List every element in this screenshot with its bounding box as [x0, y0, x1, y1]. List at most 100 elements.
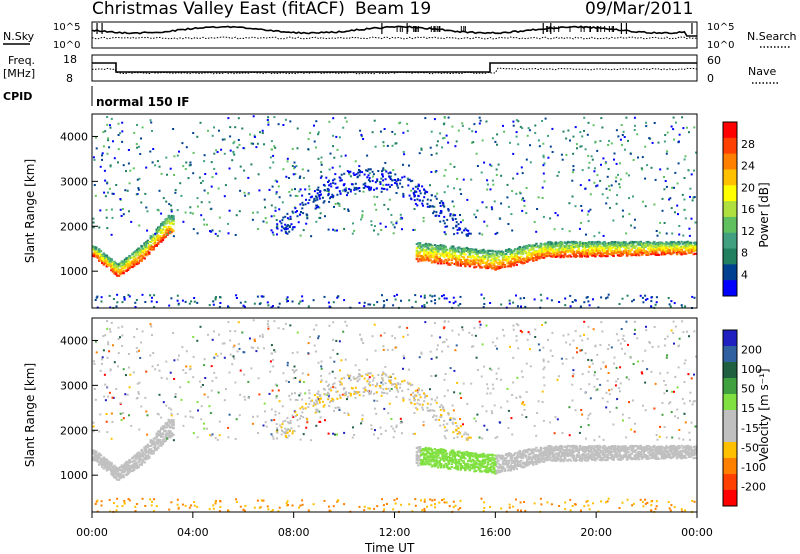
- scatter-cell: [146, 210, 149, 213]
- scatter-cell: [140, 244, 143, 247]
- scatter-cell: [569, 139, 571, 142]
- scatter-cell: [560, 248, 564, 251]
- scatter-cell: [442, 204, 445, 207]
- scatter-cell: [270, 229, 273, 232]
- scatter-cell: [149, 244, 152, 247]
- scatter-cell: [606, 250, 609, 253]
- scatter-cell: [158, 227, 162, 230]
- scatter-cell: [434, 299, 436, 302]
- scatter-cell: [296, 147, 299, 150]
- scatter-cell: [386, 144, 389, 147]
- scatter-cell: [526, 245, 529, 248]
- scatter-cell: [486, 456, 490, 459]
- scatter-cell: [140, 455, 143, 458]
- scatter-cell: [456, 232, 459, 235]
- scatter-cell: [449, 214, 452, 217]
- scatter-cell: [377, 170, 380, 172]
- scatter-cell: [104, 254, 107, 257]
- scatter-cell: [506, 183, 509, 186]
- scatter-cell: [453, 247, 456, 250]
- scatter-cell: [508, 299, 511, 302]
- scatter-cell: [474, 457, 478, 460]
- scatter-cell: [566, 250, 570, 253]
- scatter-cell: [674, 121, 677, 124]
- scatter-cell: [157, 443, 160, 446]
- scatter-cell: [665, 152, 668, 155]
- scatter-cell: [370, 220, 373, 223]
- scatter-cell: [436, 466, 440, 469]
- scatter-cell: [373, 203, 376, 206]
- scatter-cell: [107, 460, 110, 463]
- scatter-cell: [486, 458, 490, 461]
- scatter-cell: [140, 251, 143, 254]
- scatter-cell: [161, 221, 165, 224]
- scatter-cell: [468, 469, 472, 472]
- scatter-cell: [213, 152, 216, 155]
- scatter-cell: [227, 232, 230, 235]
- scatter-cell: [678, 233, 681, 236]
- y-tick-label: 2000: [60, 220, 88, 233]
- scatter-cell: [648, 249, 652, 252]
- scatter-cell: [588, 179, 591, 182]
- scatter-cell: [459, 247, 462, 250]
- scatter-cell: [332, 117, 335, 120]
- scatter-cell: [677, 243, 680, 246]
- scatter-cell: [144, 301, 147, 303]
- scatter-cell: [514, 248, 517, 251]
- scatter-cell: [169, 217, 172, 220]
- scatter-cell: [462, 460, 466, 463]
- scatter-cell: [327, 193, 330, 195]
- scatter-cell: [627, 247, 630, 250]
- scatter-cell: [157, 242, 160, 245]
- scatter-cell: [302, 203, 305, 206]
- scatter-cell: [541, 250, 544, 253]
- scatter-cell: [480, 251, 484, 254]
- scatter-cell: [589, 249, 593, 252]
- scatter-cell: [612, 241, 615, 244]
- scatter-cell: [450, 245, 453, 248]
- freq-unit: [MHz]: [3, 67, 35, 80]
- scatter-cell: [683, 158, 686, 161]
- scatter-cell: [148, 246, 151, 249]
- scatter-cell: [420, 245, 423, 248]
- scatter-cell: [328, 168, 331, 171]
- scatter-cell: [253, 302, 256, 305]
- scatter-cell: [574, 244, 577, 247]
- scatter-cell: [138, 249, 142, 252]
- scatter-cell: [408, 178, 411, 181]
- scatter-cell: [382, 187, 385, 190]
- scatter-cell: [644, 145, 647, 148]
- scatter-cell: [125, 259, 128, 262]
- scatter-cell: [117, 264, 121, 267]
- scatter-cell: [682, 234, 685, 237]
- scatter-cell: [467, 247, 470, 250]
- scatter-cell: [172, 424, 175, 427]
- scatter-cell: [353, 229, 356, 232]
- scatter-cell: [135, 193, 138, 196]
- scatter-cell: [689, 248, 692, 251]
- scatter-cell: [471, 263, 475, 266]
- scatter-cell: [464, 466, 467, 469]
- scatter-cell: [160, 172, 163, 175]
- scatter-cell: [545, 247, 549, 250]
- scatter-cell: [627, 249, 630, 252]
- scatter-cell: [415, 453, 419, 456]
- scatter-cell: [362, 138, 365, 140]
- scatter-cell: [476, 456, 479, 459]
- scatter-cell: [458, 257, 461, 260]
- scatter-cell: [458, 462, 461, 465]
- scatter-cell: [560, 250, 564, 253]
- scatter-cell: [169, 426, 172, 429]
- scatter-cell: [473, 263, 476, 266]
- scatter-cell: [527, 127, 530, 130]
- scatter-cell: [152, 242, 155, 245]
- scatter-cell: [158, 429, 162, 432]
- scatter-cell: [95, 248, 98, 251]
- scatter-cell: [306, 214, 309, 217]
- scatter-cell: [452, 255, 455, 258]
- scatter-cell: [535, 259, 538, 262]
- scatter-cell: [167, 220, 171, 223]
- scatter-cell: [436, 247, 440, 250]
- scatter-cell: [518, 257, 521, 259]
